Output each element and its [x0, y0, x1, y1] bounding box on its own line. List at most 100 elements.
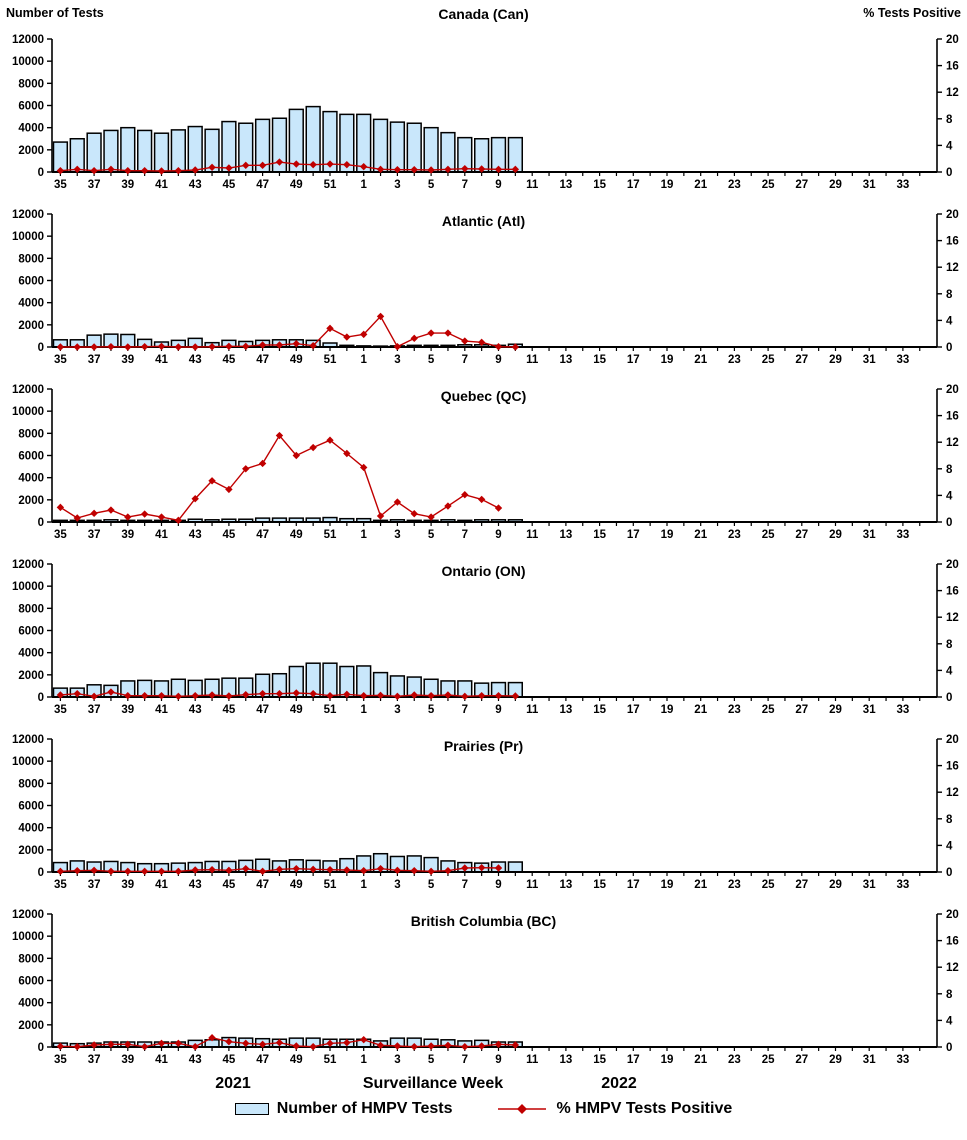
- panel-title-ontario: Ontario (ON): [441, 563, 526, 579]
- svg-text:5: 5: [428, 354, 435, 366]
- svg-text:8000: 8000: [18, 78, 44, 90]
- svg-text:39: 39: [121, 1054, 134, 1066]
- svg-text:2000: 2000: [18, 845, 44, 857]
- svg-text:33: 33: [897, 179, 910, 191]
- svg-text:11: 11: [526, 879, 539, 891]
- svg-text:9: 9: [495, 529, 501, 541]
- svg-text:12: 12: [946, 612, 959, 624]
- svg-text:37: 37: [88, 704, 101, 716]
- svg-text:8000: 8000: [18, 428, 44, 440]
- svg-text:41: 41: [155, 179, 168, 191]
- svg-text:15: 15: [593, 179, 606, 191]
- svg-text:29: 29: [829, 1054, 842, 1066]
- svg-text:0: 0: [38, 1042, 44, 1054]
- svg-text:33: 33: [897, 879, 910, 891]
- svg-text:4: 4: [946, 490, 953, 502]
- svg-text:25: 25: [762, 704, 775, 716]
- svg-text:47: 47: [256, 704, 269, 716]
- svg-text:1: 1: [360, 179, 367, 191]
- svg-text:33: 33: [897, 1054, 910, 1066]
- svg-text:5: 5: [428, 529, 435, 541]
- svg-text:49: 49: [290, 179, 303, 191]
- svg-text:16: 16: [946, 236, 959, 248]
- svg-text:23: 23: [728, 1054, 741, 1066]
- svg-text:19: 19: [661, 1054, 674, 1066]
- svg-text:47: 47: [256, 1054, 269, 1066]
- svg-text:35: 35: [54, 354, 67, 366]
- svg-text:27: 27: [795, 1054, 808, 1066]
- svg-text:29: 29: [829, 879, 842, 891]
- svg-text:45: 45: [223, 704, 236, 716]
- svg-text:9: 9: [495, 879, 501, 891]
- svg-text:51: 51: [324, 1054, 337, 1066]
- svg-text:49: 49: [290, 879, 303, 891]
- svg-text:21: 21: [694, 529, 707, 541]
- svg-text:17: 17: [627, 879, 640, 891]
- svg-text:33: 33: [897, 529, 910, 541]
- svg-text:7: 7: [462, 179, 468, 191]
- svg-text:25: 25: [762, 529, 775, 541]
- svg-text:17: 17: [627, 179, 640, 191]
- svg-text:37: 37: [88, 1054, 101, 1066]
- svg-text:35: 35: [54, 879, 67, 891]
- svg-text:10000: 10000: [12, 756, 44, 768]
- svg-text:5: 5: [428, 879, 435, 891]
- svg-text:47: 47: [256, 529, 269, 541]
- svg-text:0: 0: [946, 517, 952, 529]
- svg-text:20: 20: [946, 734, 959, 746]
- svg-text:41: 41: [155, 529, 168, 541]
- svg-text:13: 13: [560, 704, 573, 716]
- svg-text:1: 1: [360, 704, 367, 716]
- svg-text:16: 16: [946, 586, 959, 598]
- svg-text:7: 7: [462, 1054, 468, 1066]
- svg-text:4: 4: [946, 140, 953, 152]
- svg-text:51: 51: [324, 704, 337, 716]
- svg-text:39: 39: [121, 879, 134, 891]
- panel-title-quebec: Quebec (QC): [440, 388, 527, 404]
- svg-text:13: 13: [560, 1054, 573, 1066]
- svg-text:5: 5: [428, 704, 435, 716]
- right-axis-title: % Tests Positive: [863, 6, 961, 20]
- svg-text:23: 23: [728, 704, 741, 716]
- svg-text:4000: 4000: [18, 298, 44, 310]
- svg-text:20: 20: [946, 209, 959, 221]
- year-label-2021: 2021: [215, 1075, 251, 1092]
- svg-text:45: 45: [223, 529, 236, 541]
- svg-text:21: 21: [694, 1054, 707, 1066]
- svg-text:2000: 2000: [18, 495, 44, 507]
- svg-text:51: 51: [324, 179, 337, 191]
- svg-text:9: 9: [495, 354, 501, 366]
- svg-text:25: 25: [762, 354, 775, 366]
- svg-text:37: 37: [88, 179, 101, 191]
- svg-text:4: 4: [946, 1015, 953, 1027]
- svg-text:20: 20: [946, 34, 959, 46]
- svg-text:25: 25: [762, 179, 775, 191]
- svg-text:11: 11: [526, 179, 539, 191]
- svg-text:43: 43: [189, 704, 202, 716]
- svg-text:0: 0: [946, 342, 952, 354]
- svg-text:5: 5: [428, 1054, 435, 1066]
- svg-text:8000: 8000: [18, 953, 44, 965]
- svg-text:6000: 6000: [18, 976, 44, 988]
- svg-text:2000: 2000: [18, 320, 44, 332]
- svg-text:12: 12: [946, 87, 959, 99]
- svg-text:47: 47: [256, 179, 269, 191]
- svg-text:12000: 12000: [12, 559, 44, 571]
- svg-text:1: 1: [360, 1054, 367, 1066]
- svg-text:27: 27: [795, 704, 808, 716]
- svg-text:8: 8: [946, 639, 953, 651]
- svg-text:12: 12: [946, 962, 959, 974]
- svg-text:21: 21: [694, 704, 707, 716]
- svg-text:12: 12: [946, 262, 959, 274]
- svg-text:20: 20: [946, 559, 959, 571]
- svg-text:15: 15: [593, 704, 606, 716]
- svg-text:0: 0: [38, 692, 44, 704]
- svg-text:16: 16: [946, 936, 959, 948]
- svg-text:11: 11: [526, 354, 539, 366]
- svg-text:7: 7: [462, 354, 468, 366]
- svg-text:0: 0: [946, 1042, 952, 1054]
- svg-text:41: 41: [155, 879, 168, 891]
